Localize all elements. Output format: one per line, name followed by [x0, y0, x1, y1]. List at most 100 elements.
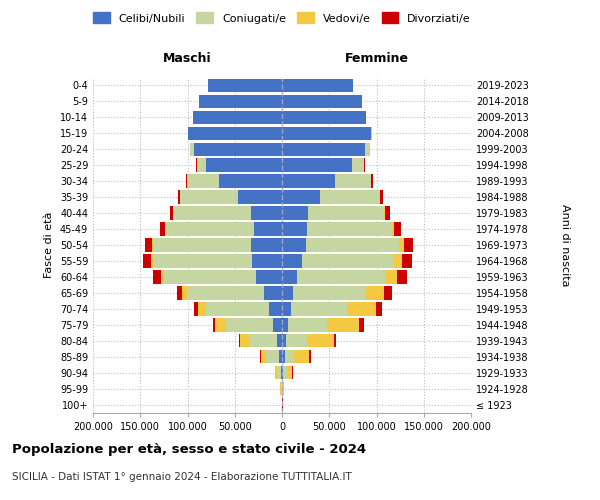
Y-axis label: Fasce di età: Fasce di età [44, 212, 54, 278]
Bar [240, 334, 250, 347]
Bar [380, 190, 383, 204]
Bar [165, 222, 166, 236]
Bar [294, 350, 310, 364]
Bar [359, 318, 364, 332]
Bar [269, 302, 282, 316]
Bar [277, 334, 282, 347]
Bar [254, 222, 282, 236]
Bar [180, 190, 238, 204]
Bar [176, 286, 182, 300]
Bar [238, 190, 282, 204]
Bar [287, 366, 292, 380]
Bar [282, 78, 353, 92]
Bar [274, 318, 282, 332]
Bar [277, 366, 281, 380]
Bar [379, 190, 380, 204]
Bar [385, 270, 397, 283]
Bar [166, 222, 254, 236]
Bar [399, 238, 404, 252]
Bar [282, 222, 307, 236]
Bar [282, 270, 297, 283]
Bar [307, 334, 334, 347]
Bar [154, 270, 161, 283]
Bar [278, 350, 282, 364]
Bar [308, 206, 384, 220]
Bar [365, 286, 384, 300]
Bar [261, 350, 266, 364]
Bar [178, 190, 179, 204]
Bar [218, 174, 282, 188]
Bar [283, 382, 284, 396]
Bar [188, 126, 282, 140]
Bar [282, 174, 335, 188]
Bar [251, 238, 282, 252]
Bar [197, 158, 206, 172]
Bar [352, 158, 364, 172]
Bar [287, 318, 328, 332]
Bar [193, 110, 282, 124]
Bar [190, 142, 194, 156]
Bar [256, 270, 282, 283]
Text: Maschi: Maschi [163, 52, 212, 64]
Bar [282, 334, 286, 347]
Bar [334, 334, 337, 347]
Bar [404, 238, 413, 252]
Bar [335, 174, 371, 188]
Bar [164, 270, 256, 283]
Bar [290, 302, 347, 316]
Bar [282, 94, 362, 108]
Bar [266, 350, 278, 364]
Bar [376, 302, 382, 316]
Text: Femmine: Femmine [344, 52, 409, 64]
Bar [282, 318, 287, 332]
Bar [206, 302, 269, 316]
Bar [283, 366, 287, 380]
Bar [347, 302, 376, 316]
Bar [365, 142, 370, 156]
Bar [385, 206, 390, 220]
Bar [384, 206, 385, 220]
Bar [293, 286, 365, 300]
Bar [212, 318, 215, 332]
Bar [282, 206, 308, 220]
Bar [170, 206, 173, 220]
Bar [160, 222, 165, 236]
Bar [394, 222, 401, 236]
Bar [281, 366, 282, 380]
Bar [154, 238, 251, 252]
Text: Popolazione per età, sesso e stato civile - 2024: Popolazione per età, sesso e stato civil… [12, 442, 366, 456]
Bar [371, 174, 373, 188]
Bar [305, 238, 399, 252]
Bar [302, 254, 394, 268]
Bar [182, 286, 187, 300]
Bar [282, 190, 320, 204]
Bar [199, 94, 282, 108]
Bar [384, 286, 392, 300]
Bar [392, 222, 394, 236]
Bar [394, 254, 402, 268]
Bar [260, 350, 261, 364]
Bar [187, 174, 218, 188]
Bar [282, 254, 302, 268]
Bar [286, 334, 307, 347]
Bar [198, 302, 206, 316]
Bar [282, 238, 305, 252]
Bar [310, 350, 311, 364]
Bar [292, 366, 293, 380]
Bar [208, 78, 282, 92]
Bar [161, 270, 164, 283]
Bar [226, 318, 274, 332]
Bar [187, 286, 264, 300]
Bar [320, 190, 379, 204]
Bar [152, 238, 154, 252]
Bar [282, 158, 352, 172]
Bar [145, 238, 152, 252]
Bar [252, 254, 282, 268]
Bar [250, 334, 277, 347]
Bar [371, 126, 372, 140]
Bar [282, 350, 285, 364]
Bar [402, 254, 412, 268]
Bar [282, 126, 371, 140]
Bar [154, 254, 252, 268]
Bar [285, 350, 294, 364]
